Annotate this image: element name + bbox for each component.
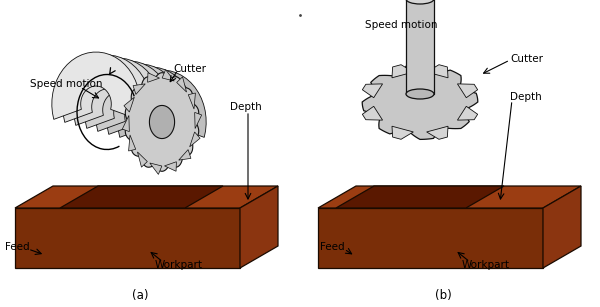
Text: Speed motion: Speed motion (365, 20, 437, 30)
Polygon shape (318, 208, 543, 268)
Polygon shape (362, 84, 383, 98)
Polygon shape (194, 112, 202, 129)
Text: Cutter: Cutter (173, 64, 206, 74)
Polygon shape (124, 97, 134, 112)
Text: Depth: Depth (230, 102, 262, 112)
Polygon shape (63, 55, 151, 122)
Polygon shape (457, 84, 478, 98)
Polygon shape (122, 115, 130, 132)
Polygon shape (149, 105, 175, 138)
Polygon shape (74, 58, 162, 125)
Polygon shape (60, 186, 223, 208)
Text: (b): (b) (434, 289, 451, 301)
Polygon shape (150, 163, 162, 174)
Polygon shape (179, 150, 191, 160)
Polygon shape (427, 65, 448, 78)
Polygon shape (240, 186, 278, 268)
Text: Workpart: Workpart (155, 260, 203, 270)
Ellipse shape (406, 0, 434, 4)
Polygon shape (85, 61, 173, 128)
Polygon shape (190, 132, 200, 147)
Polygon shape (148, 73, 160, 82)
Text: Feed: Feed (5, 242, 29, 252)
Polygon shape (427, 126, 448, 139)
Polygon shape (457, 106, 478, 120)
Polygon shape (15, 186, 278, 208)
Polygon shape (52, 52, 140, 119)
Text: Cutter: Cutter (510, 54, 543, 64)
Polygon shape (133, 84, 145, 95)
Polygon shape (162, 70, 174, 81)
Polygon shape (15, 208, 240, 268)
Polygon shape (362, 106, 383, 120)
Polygon shape (336, 186, 504, 208)
Polygon shape (125, 73, 199, 171)
Polygon shape (176, 77, 187, 92)
Polygon shape (107, 67, 195, 134)
Ellipse shape (406, 89, 434, 99)
Polygon shape (543, 186, 581, 268)
Polygon shape (318, 186, 581, 208)
Polygon shape (96, 64, 184, 131)
Text: (a): (a) (132, 289, 148, 301)
Polygon shape (137, 152, 148, 167)
Text: Workpart: Workpart (462, 260, 510, 270)
Polygon shape (128, 135, 136, 151)
Text: Depth: Depth (510, 92, 542, 102)
Text: Speed motion: Speed motion (30, 79, 103, 89)
Polygon shape (392, 126, 413, 139)
Polygon shape (406, 0, 434, 94)
Polygon shape (164, 162, 176, 171)
Polygon shape (392, 65, 413, 78)
Polygon shape (362, 64, 478, 139)
Polygon shape (118, 70, 206, 137)
Polygon shape (188, 93, 196, 109)
Text: Feed: Feed (320, 242, 344, 252)
